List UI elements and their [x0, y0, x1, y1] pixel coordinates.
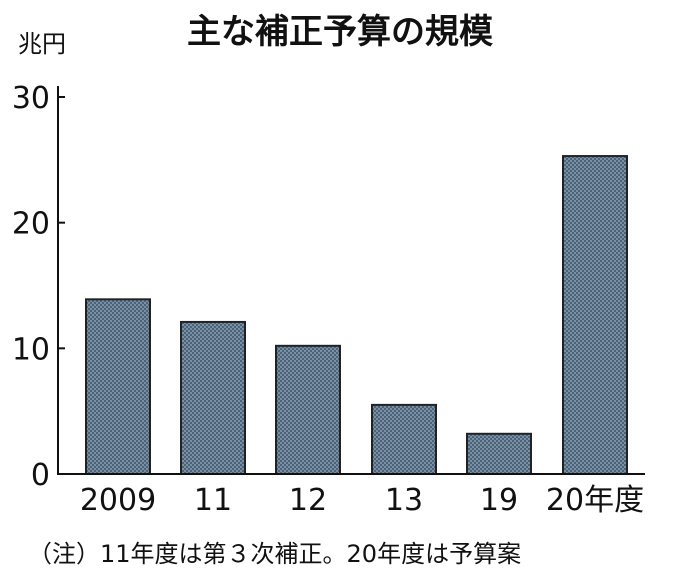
bar-2009 — [85, 298, 151, 475]
y-tick-label: 30 — [12, 81, 50, 116]
bar-13 — [371, 403, 437, 475]
x-tick-label: 13 — [385, 483, 423, 518]
y-tick-label: 20 — [12, 207, 50, 242]
bar-19 — [466, 432, 532, 475]
footnote: （注）11年度は第３次補正。20年度は予算案 — [28, 540, 521, 568]
y-axis-unit: 兆円 — [18, 30, 66, 58]
x-tick-label: 11 — [194, 483, 232, 518]
x-tick-label: 2009 — [80, 483, 156, 518]
chart-title: 主な補正予算の規模 — [187, 12, 493, 52]
x-tick-label: 19 — [480, 483, 518, 518]
bar-11 — [180, 320, 246, 475]
x-tick-label: 12 — [289, 483, 327, 518]
x-tick-label: 20年度 — [546, 483, 644, 518]
bars-group — [85, 155, 628, 476]
y-tick-label: 0 — [31, 458, 50, 493]
y-tick-label: 10 — [12, 332, 50, 367]
x-labels-group: 2009 11 12 13 19 20年度 — [80, 483, 644, 518]
y-ticks-group: 0 10 20 30 — [12, 81, 65, 493]
bar-20年度 — [562, 155, 628, 476]
bar-12 — [275, 344, 341, 475]
